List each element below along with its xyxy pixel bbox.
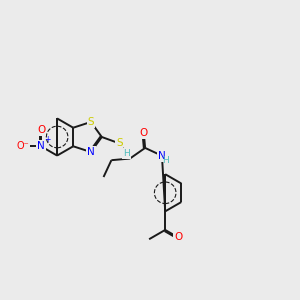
Text: H: H <box>123 149 130 158</box>
Text: H: H <box>162 157 169 166</box>
Text: N: N <box>87 147 95 157</box>
Text: O: O <box>140 128 148 138</box>
Text: S: S <box>116 138 123 148</box>
Text: O: O <box>174 232 182 242</box>
Text: S: S <box>88 117 94 127</box>
Text: O⁻: O⁻ <box>16 141 29 151</box>
Text: +: + <box>44 135 50 144</box>
Text: N: N <box>158 151 166 161</box>
Text: N: N <box>37 141 45 151</box>
Text: O: O <box>37 125 45 136</box>
